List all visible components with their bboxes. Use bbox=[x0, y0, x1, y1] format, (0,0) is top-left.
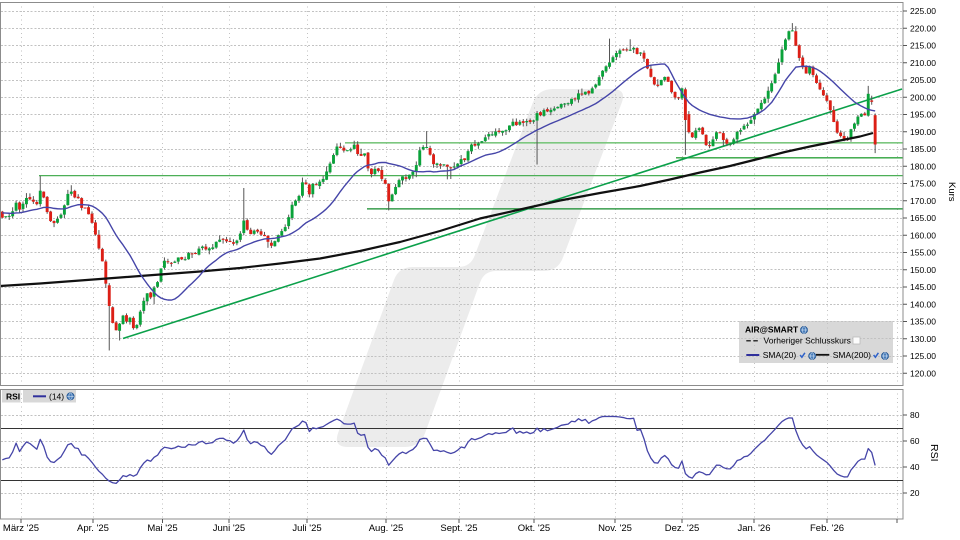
svg-text:Okt. '25: Okt. '25 bbox=[518, 523, 550, 534]
svg-text:RSI: RSI bbox=[6, 392, 20, 402]
svg-text:220.00: 220.00 bbox=[910, 23, 936, 33]
svg-text:Mai '25: Mai '25 bbox=[147, 523, 177, 534]
svg-text:Kurs: Kurs bbox=[946, 182, 957, 202]
svg-text:Sept. '25: Sept. '25 bbox=[440, 523, 477, 534]
svg-text:190.00: 190.00 bbox=[910, 127, 936, 137]
svg-text:AIR@SMART: AIR@SMART bbox=[745, 325, 799, 335]
svg-text:125.00: 125.00 bbox=[910, 351, 936, 361]
svg-text:170.00: 170.00 bbox=[910, 196, 936, 206]
svg-text:175.00: 175.00 bbox=[910, 179, 936, 189]
svg-text:200.00: 200.00 bbox=[910, 92, 936, 102]
svg-text:165.00: 165.00 bbox=[910, 213, 936, 223]
svg-text:60: 60 bbox=[910, 436, 920, 446]
svg-text:180.00: 180.00 bbox=[910, 161, 936, 171]
svg-text:120.00: 120.00 bbox=[910, 368, 936, 378]
svg-text:20: 20 bbox=[910, 488, 920, 498]
svg-text:130.00: 130.00 bbox=[910, 334, 936, 344]
svg-text:205.00: 205.00 bbox=[910, 75, 936, 85]
svg-text:80: 80 bbox=[910, 410, 920, 420]
svg-text:160.00: 160.00 bbox=[910, 230, 936, 240]
svg-text:135.00: 135.00 bbox=[910, 317, 936, 327]
svg-text:Apr. '25: Apr. '25 bbox=[77, 523, 109, 534]
svg-text:150.00: 150.00 bbox=[910, 265, 936, 275]
svg-text:Jan. '26: Jan. '26 bbox=[738, 523, 771, 534]
svg-text:RSI: RSI bbox=[928, 444, 940, 462]
svg-text:145.00: 145.00 bbox=[910, 282, 936, 292]
svg-text:40: 40 bbox=[910, 462, 920, 472]
svg-text:SMA(200): SMA(200) bbox=[833, 350, 871, 360]
svg-text:März '25: März '25 bbox=[3, 523, 39, 534]
svg-text:185.00: 185.00 bbox=[910, 144, 936, 154]
svg-text:SMA(20): SMA(20) bbox=[763, 350, 797, 360]
svg-text:Juli '25: Juli '25 bbox=[292, 523, 321, 534]
svg-text:210.00: 210.00 bbox=[910, 58, 936, 68]
svg-text:Nov. '25: Nov. '25 bbox=[598, 523, 632, 534]
svg-text:140.00: 140.00 bbox=[910, 299, 936, 309]
svg-text:(14): (14) bbox=[49, 392, 64, 402]
svg-text:Vorheriger Schlusskurs: Vorheriger Schlusskurs bbox=[764, 336, 851, 346]
svg-text:225.00: 225.00 bbox=[910, 6, 936, 16]
svg-text:Feb. '26: Feb. '26 bbox=[810, 523, 844, 534]
svg-text:Aug. '25: Aug. '25 bbox=[369, 523, 404, 534]
svg-text:Dez. '25: Dez. '25 bbox=[665, 523, 700, 534]
svg-text:215.00: 215.00 bbox=[910, 41, 936, 51]
svg-text:195.00: 195.00 bbox=[910, 110, 936, 120]
svg-text:Juni '25: Juni '25 bbox=[213, 523, 245, 534]
svg-text:155.00: 155.00 bbox=[910, 248, 936, 258]
